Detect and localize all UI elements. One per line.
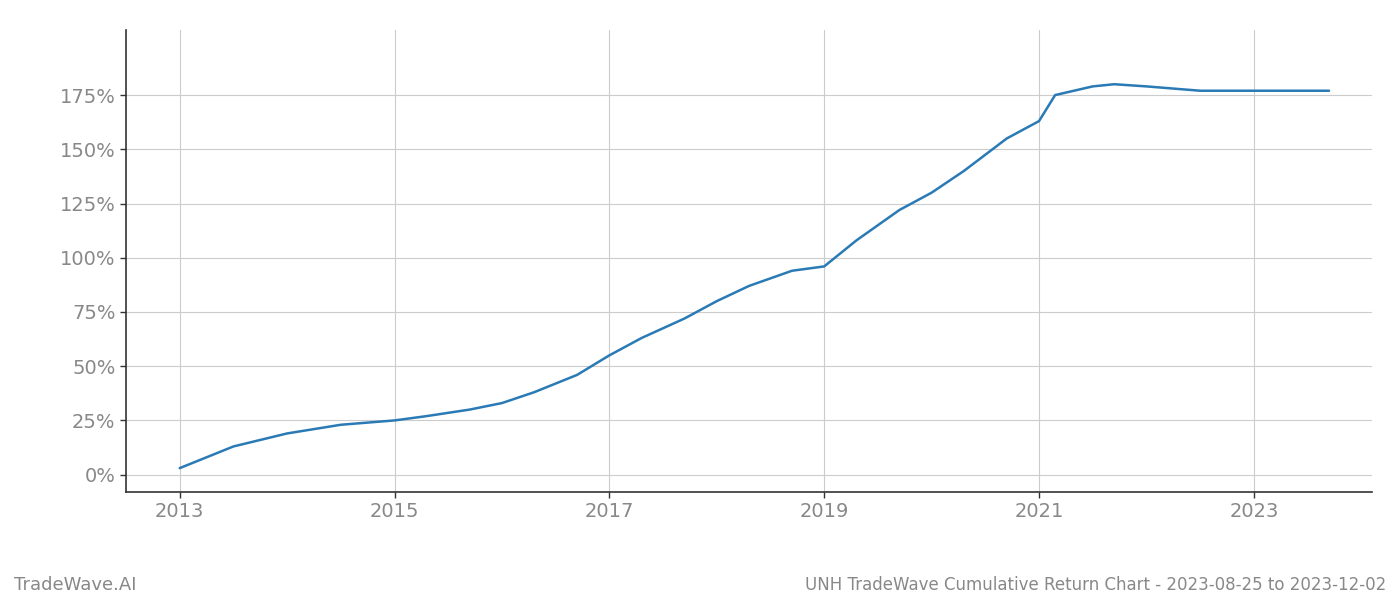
Text: UNH TradeWave Cumulative Return Chart - 2023-08-25 to 2023-12-02: UNH TradeWave Cumulative Return Chart - … [805, 576, 1386, 594]
Text: TradeWave.AI: TradeWave.AI [14, 576, 137, 594]
